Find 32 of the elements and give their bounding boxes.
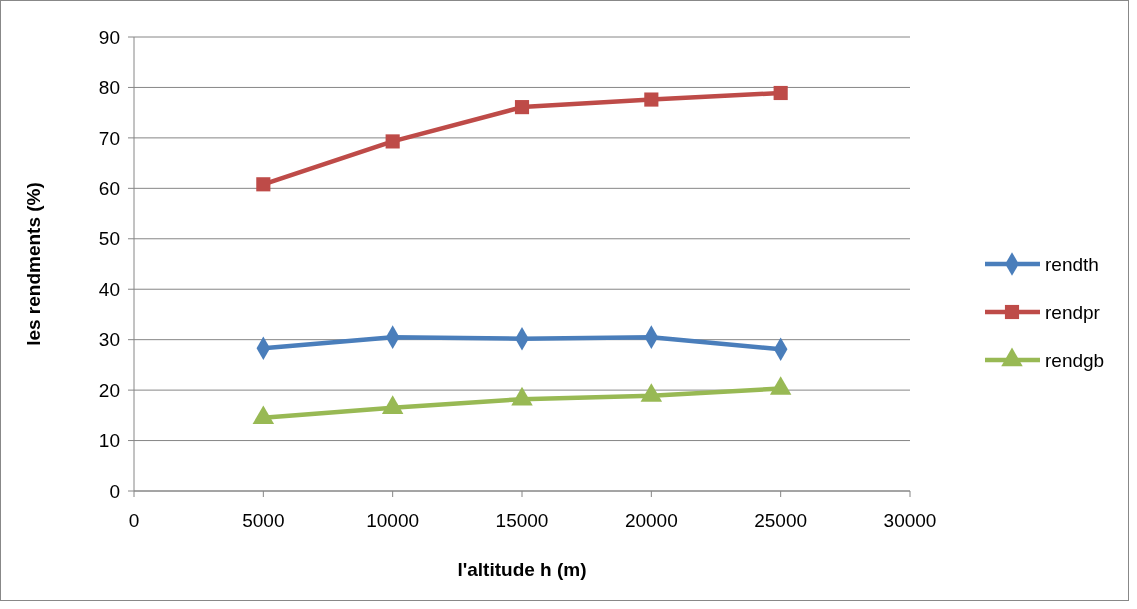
y-tick-label: 10 xyxy=(98,430,120,452)
y-tick-label: 80 xyxy=(98,77,120,99)
x-tick-label: 30000 xyxy=(883,510,937,531)
x-axis-title: l'altitude h (m) xyxy=(457,559,587,580)
point xyxy=(256,177,271,192)
y-tick-label: 70 xyxy=(98,127,120,149)
point xyxy=(769,376,792,395)
point xyxy=(252,405,275,425)
legend-label: rendth xyxy=(1045,253,1099,275)
point xyxy=(381,395,404,414)
x-tick-label: 5000 xyxy=(242,510,285,531)
point xyxy=(514,100,530,115)
x-tick-label: 15000 xyxy=(495,510,549,531)
y-tick-label: 60 xyxy=(98,177,120,199)
y-tick-label: 90 xyxy=(98,26,120,48)
legend-label: rendgb xyxy=(1045,349,1105,371)
point xyxy=(511,386,533,406)
y-tick-label: 40 xyxy=(98,278,120,300)
x-tick-label: 25000 xyxy=(754,510,808,531)
x-tick-label: 10000 xyxy=(366,510,420,531)
y-tick-label: 0 xyxy=(109,480,120,502)
y-tick-label: 20 xyxy=(98,379,120,401)
y-tick-label: 50 xyxy=(98,228,120,250)
legend-label: rendpr xyxy=(1045,301,1101,323)
point xyxy=(644,92,659,107)
point xyxy=(385,134,400,149)
point xyxy=(773,85,788,101)
point xyxy=(640,383,663,402)
y-tick-label: 30 xyxy=(98,329,120,351)
x-tick-label: 20000 xyxy=(624,510,678,531)
y-axis-title: les rendments (%) xyxy=(23,182,44,346)
x-tick-label: 0 xyxy=(128,510,140,531)
